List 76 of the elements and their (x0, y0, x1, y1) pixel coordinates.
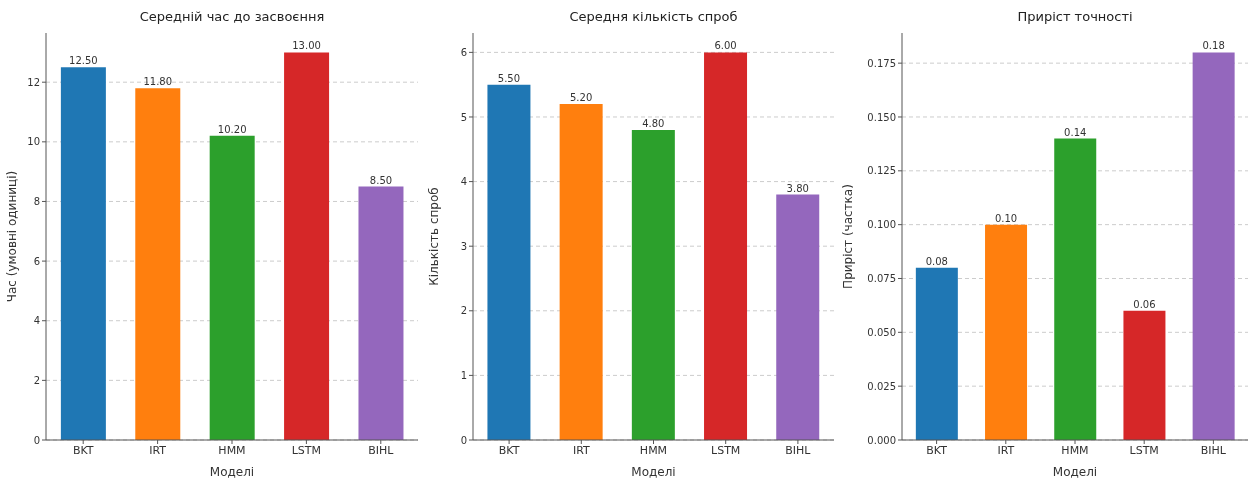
data-label: 4.80 (642, 117, 665, 129)
y-tick-label: 0.050 (867, 326, 896, 338)
x-tick-label: LSTM (291, 443, 322, 457)
x-tick-label: LSTM (1129, 443, 1159, 457)
x-axis-title: Моделі (1052, 465, 1098, 479)
y-axis-title: Кількість спроб (427, 187, 442, 286)
x-tick-label: BKT (72, 443, 94, 457)
y-tick-label: 8 (33, 196, 40, 208)
data-label: 0.06 (1133, 298, 1156, 310)
bar (60, 67, 106, 440)
bar (284, 52, 330, 440)
y-tick-label: 6 (33, 255, 40, 267)
x-tick-label: BIHL (368, 443, 395, 457)
y-tick-label: 12 (27, 76, 40, 88)
y-tick-label: 0.025 (867, 380, 896, 392)
data-label: 13.00 (292, 40, 321, 52)
data-label: 0.14 (1064, 126, 1087, 138)
x-tick-label: IRT (572, 443, 590, 457)
bar (209, 135, 255, 440)
data-label: 10.20 (217, 123, 247, 135)
x-tick-label: IRT (997, 443, 1015, 457)
bar (1054, 138, 1097, 440)
data-label: 12.50 (69, 55, 98, 67)
x-tick-label: BIHL (785, 443, 812, 457)
data-label: 0.08 (925, 255, 948, 267)
y-tick-label: 1 (460, 369, 467, 381)
y-tick-label: 0 (460, 434, 467, 446)
y-tick-label: 0.075 (867, 273, 896, 285)
y-tick-label: 3 (460, 240, 467, 252)
bar (985, 224, 1028, 440)
bar (487, 84, 531, 440)
bar (135, 88, 181, 440)
y-tick-label: 4 (33, 315, 40, 327)
bar (776, 194, 820, 440)
data-label: 0.18 (1202, 40, 1225, 52)
chart-title: Приріст точності (1016, 9, 1134, 24)
y-axis-title: Приріст (частка) (841, 184, 856, 289)
bar (1123, 310, 1166, 440)
bar (704, 52, 748, 440)
data-label: 11.80 (143, 76, 173, 88)
data-label: 3.80 (786, 182, 809, 194)
y-tick-label: 4 (460, 176, 467, 188)
chart-title: Середній час до засвоєння (138, 9, 326, 24)
data-label: 8.50 (369, 174, 393, 186)
x-tick-label: BIHL (1200, 443, 1227, 457)
bar (559, 104, 603, 440)
y-tick-label: 6 (460, 46, 467, 58)
bar (631, 129, 675, 440)
bar (1192, 52, 1235, 440)
data-label: 5.20 (570, 92, 593, 104)
y-tick-label: 0.175 (867, 57, 896, 69)
x-tick-label: HMM (1061, 443, 1089, 457)
x-tick-label: HMM (639, 443, 668, 457)
y-tick-label: 0.150 (867, 111, 896, 123)
x-tick-label: BKT (926, 443, 948, 457)
x-tick-label: LSTM (711, 443, 741, 457)
y-tick-label: 0.000 (867, 434, 896, 446)
y-tick-label: 0 (33, 434, 40, 446)
x-tick-label: BKT (498, 443, 520, 457)
y-tick-label: 10 (27, 136, 40, 148)
y-tick-label: 2 (33, 374, 40, 386)
data-label: 6.00 (714, 40, 737, 52)
data-label: 5.50 (497, 72, 521, 84)
y-tick-label: 2 (460, 305, 467, 317)
bar (358, 186, 404, 440)
x-axis-title: Моделі (631, 465, 676, 479)
y-tick-label: 0.125 (867, 165, 896, 177)
x-axis-title: Моделі (209, 465, 255, 479)
y-axis-title: Час (умовні одиниці) (5, 170, 20, 303)
x-tick-label: HMM (218, 443, 246, 457)
y-tick-label: 0.100 (867, 219, 896, 231)
chart-title: Середня кількість спроб (568, 9, 739, 24)
data-label: 0.10 (994, 212, 1018, 224)
y-tick-label: 5 (460, 111, 467, 123)
x-tick-label: IRT (149, 443, 167, 457)
bar (915, 267, 958, 440)
